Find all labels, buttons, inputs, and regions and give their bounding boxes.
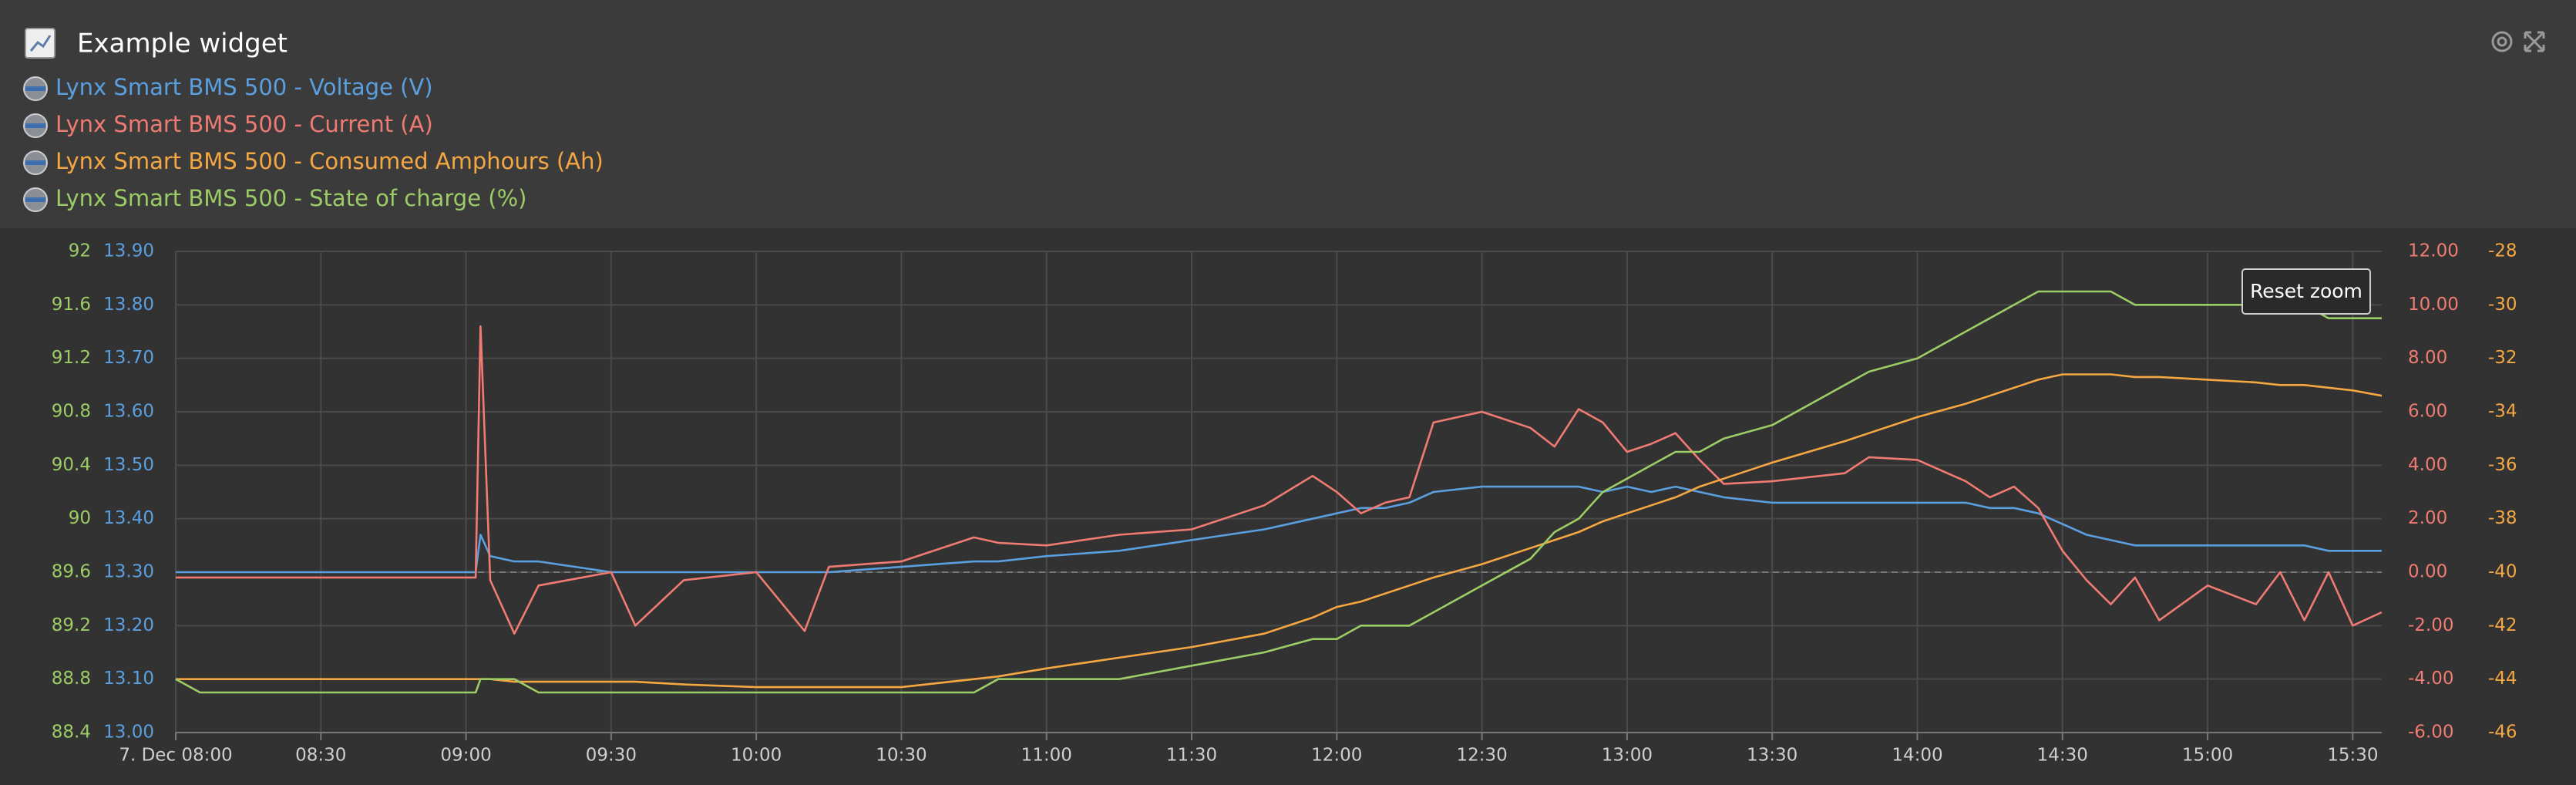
y-tick-label: -28 bbox=[2488, 241, 2517, 261]
y-tick-label: -4.00 bbox=[2408, 669, 2454, 689]
y-tick-label: 12.00 bbox=[2408, 241, 2459, 261]
y-tick-label: -6.00 bbox=[2408, 723, 2454, 743]
x-tick-label: 12:30 bbox=[1456, 746, 1507, 766]
x-tick-label: 11:30 bbox=[1166, 746, 1217, 766]
y-tick-label: 0.00 bbox=[2408, 562, 2447, 582]
chart-area bbox=[0, 228, 2576, 785]
series-line bbox=[176, 325, 2383, 635]
x-tick-label: 11:00 bbox=[1021, 746, 1072, 766]
y-tick-label: 89.6 bbox=[52, 562, 91, 582]
x-tick-label: 15:00 bbox=[2182, 746, 2233, 766]
plot: 7. Dec 08:00 08:30 09:00 09:30 10:00 10:30 11:… bbox=[52, 241, 2517, 766]
y-tick-label: 13.20 bbox=[103, 615, 154, 635]
legend-icon-band bbox=[25, 197, 45, 202]
y-tick-label: -30 bbox=[2488, 295, 2517, 315]
x-tick-label: 14:00 bbox=[1892, 746, 1942, 766]
reset-zoom-box[interactable] bbox=[2241, 268, 2371, 315]
y-tick-label: -42 bbox=[2488, 615, 2517, 635]
y-tick-label: -44 bbox=[2488, 669, 2517, 689]
y-tick-label: 13.10 bbox=[103, 669, 154, 689]
y-tick-label: 89.2 bbox=[52, 615, 91, 635]
legend-label: Lynx Smart BMS 500 - Current (A) bbox=[55, 111, 433, 137]
y-tick-label: -46 bbox=[2488, 723, 2517, 743]
y-tick-label: 13.90 bbox=[103, 241, 154, 261]
settings-button[interactable] bbox=[2491, 31, 2513, 52]
y-tick-label: 8.00 bbox=[2408, 348, 2447, 368]
series-line bbox=[176, 485, 2382, 574]
reset-zoom-button[interactable]: Reset zoom bbox=[2241, 268, 2371, 315]
y-tick-label: 13.00 bbox=[103, 723, 154, 743]
y-tick-label: 90 bbox=[69, 508, 91, 528]
y-tick-label: 13.30 bbox=[103, 562, 154, 582]
y-tick-label: 13.60 bbox=[103, 402, 154, 422]
y-tick-label: -38 bbox=[2488, 508, 2517, 528]
y-tick-label: 10.00 bbox=[2408, 295, 2459, 315]
y-tick-label: 91.6 bbox=[52, 295, 91, 315]
y-tick-label: -2.00 bbox=[2408, 615, 2454, 635]
legend-entry[interactable]: Lynx Smart BMS 500 - Consumed Amphours (… bbox=[23, 148, 604, 175]
reset-zoom-label[interactable]: Reset zoom bbox=[2250, 280, 2362, 302]
widget-title: Example widget bbox=[77, 29, 288, 59]
x-tick-label: 14:30 bbox=[2037, 746, 2088, 766]
x-tick-label: 7. Dec 08:00 bbox=[119, 746, 232, 766]
series-line bbox=[175, 290, 2382, 694]
x-tick-label: 09:00 bbox=[440, 746, 491, 766]
widget-header bbox=[0, 0, 2576, 228]
y-tick-label: 13.40 bbox=[103, 508, 154, 528]
x-tick-label: 10:30 bbox=[876, 746, 926, 766]
legend-label: Lynx Smart BMS 500 - Consumed Amphours (… bbox=[55, 148, 604, 174]
y-tick-label: 88.4 bbox=[52, 723, 91, 743]
y-tick-label: 90.4 bbox=[52, 455, 91, 475]
y-tick-label: 92 bbox=[69, 241, 91, 261]
fullscreen-button[interactable] bbox=[2524, 31, 2545, 52]
y-tick-label: -40 bbox=[2488, 562, 2517, 582]
legend-icon-band bbox=[25, 86, 45, 91]
legend-entry[interactable]: Lynx Smart BMS 500 - State of charge (%) bbox=[23, 185, 526, 212]
y-tick-label: 90.8 bbox=[52, 402, 91, 422]
legend-entry[interactable]: Lynx Smart BMS 500 - Current (A) bbox=[23, 111, 433, 138]
legend-label: Lynx Smart BMS 500 - State of charge (%) bbox=[55, 185, 526, 211]
y-tick-label: 6.00 bbox=[2408, 402, 2447, 422]
x-tick-label: 10:00 bbox=[731, 746, 782, 766]
widget-icon bbox=[25, 28, 55, 59]
y-tick-label: 13.50 bbox=[103, 455, 154, 475]
y-tick-label: 13.80 bbox=[103, 295, 154, 315]
y-tick-label: -32 bbox=[2488, 348, 2517, 368]
x-tick-label: 13:00 bbox=[1602, 746, 1653, 766]
y-tick-label: -36 bbox=[2488, 455, 2517, 475]
series-line bbox=[176, 373, 2383, 689]
x-tick-label: 13:30 bbox=[1747, 746, 1797, 766]
legend-entry[interactable]: Lynx Smart BMS 500 - Voltage (V) bbox=[23, 74, 433, 101]
y-tick-label: 91.2 bbox=[52, 348, 91, 368]
y-tick-label: 4.00 bbox=[2408, 455, 2447, 475]
legend-label: Lynx Smart BMS 500 - Voltage (V) bbox=[55, 74, 433, 100]
x-tick-label: 15:30 bbox=[2327, 746, 2378, 766]
legend-icon-band bbox=[25, 123, 45, 128]
y-tick-label: 2.00 bbox=[2408, 508, 2447, 528]
y-tick-label: 13.70 bbox=[103, 348, 154, 368]
x-tick-label: 12:00 bbox=[1311, 746, 1362, 766]
x-tick-label: 08:30 bbox=[295, 746, 346, 766]
legend-icon-band bbox=[25, 160, 45, 165]
y-tick-label: 88.8 bbox=[52, 669, 91, 689]
y-tick-label: -34 bbox=[2488, 402, 2517, 422]
x-tick-label: 09:30 bbox=[586, 746, 637, 766]
